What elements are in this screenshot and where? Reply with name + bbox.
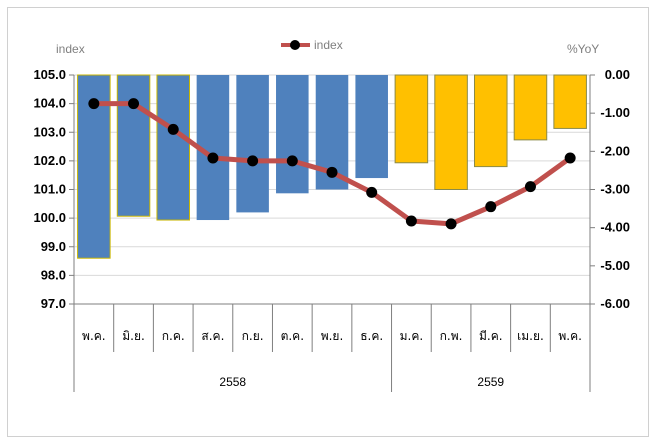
category-label: พ.ย. bbox=[321, 329, 344, 343]
category-label: มี.ค. bbox=[479, 329, 503, 343]
index-line bbox=[88, 98, 576, 230]
right-axis-label: %YoY bbox=[567, 42, 599, 56]
yoy-bar bbox=[276, 75, 309, 194]
legend-label: index bbox=[314, 38, 343, 52]
index-point bbox=[524, 181, 536, 193]
legend-marker-swatch bbox=[290, 40, 300, 50]
category-label: ส.ค. bbox=[201, 329, 224, 343]
right-tick-label: 0.00 bbox=[605, 67, 630, 82]
index-point bbox=[247, 155, 259, 167]
yoy-bar bbox=[434, 74, 468, 190]
right-axis-ticks: 0.00 -1.00 -2.00 -3.00 -4.00 -5.00 -6.00 bbox=[590, 67, 630, 311]
index-point bbox=[564, 152, 576, 164]
left-tick-label: 102.0 bbox=[33, 153, 66, 168]
left-tick-label: 104.0 bbox=[33, 96, 66, 111]
yoy-bar bbox=[156, 74, 191, 221]
index-point bbox=[366, 186, 378, 198]
index-point bbox=[88, 98, 100, 110]
left-tick-label: 98.0 bbox=[41, 267, 66, 282]
right-tick-label: -5.00 bbox=[600, 258, 630, 273]
yoy-bar bbox=[116, 74, 151, 217]
left-tick-label: 97.0 bbox=[41, 296, 66, 311]
yoy-bar bbox=[553, 74, 587, 129]
category-label: ต.ค. bbox=[281, 329, 304, 343]
right-tick-label: -1.00 bbox=[600, 105, 630, 120]
left-tick-label: 105.0 bbox=[33, 67, 66, 82]
index-point bbox=[128, 98, 140, 110]
year-label: 2558 bbox=[219, 375, 246, 389]
left-axis-label: index bbox=[56, 42, 85, 56]
left-tick-label: 100.0 bbox=[33, 210, 66, 225]
left-axis-ticks: 105.0 104.0 103.0 102.0 101.0 100.0 99.0 98.0 97… bbox=[33, 67, 74, 311]
index-point bbox=[445, 218, 457, 230]
right-tick-label: -2.00 bbox=[600, 143, 630, 158]
left-tick-label: 101.0 bbox=[33, 182, 66, 197]
index-point bbox=[286, 155, 298, 167]
category-label: ก.ย. bbox=[242, 329, 264, 343]
year-label: 2559 bbox=[477, 375, 504, 389]
right-tick-label: -3.00 bbox=[600, 182, 630, 197]
category-label: มิ.ย. bbox=[122, 329, 145, 343]
index-point bbox=[485, 201, 497, 213]
category-label: พ.ค. bbox=[82, 329, 106, 343]
category-label: ก.ค. bbox=[162, 329, 185, 343]
yoy-bar bbox=[236, 75, 269, 213]
category-label: พ.ค. bbox=[558, 329, 582, 343]
category-label: เม.ย. bbox=[517, 329, 544, 343]
right-tick-label: -6.00 bbox=[600, 296, 630, 311]
category-label: ก.พ. bbox=[440, 329, 463, 343]
index-point bbox=[405, 215, 417, 227]
category-label: ม.ค. bbox=[400, 329, 424, 343]
left-tick-label: 103.0 bbox=[33, 124, 66, 139]
legend: index bbox=[281, 38, 343, 52]
yoy-bar bbox=[513, 74, 548, 141]
index-point bbox=[207, 152, 219, 164]
yoy-bar bbox=[355, 75, 388, 179]
category-labels: พ.ค. มิ.ย. ก.ค. ส.ค. ก.ย. ต.ค. พ.ย. ธ.ค. ม.ค. ก.พ… bbox=[73, 304, 591, 352]
right-tick-label: -4.00 bbox=[600, 220, 630, 235]
yoy-bar bbox=[473, 74, 508, 168]
yoy-bars bbox=[77, 74, 587, 259]
yoy-bar bbox=[394, 74, 429, 164]
category-label: ธ.ค. bbox=[360, 329, 383, 343]
left-tick-label: 99.0 bbox=[41, 239, 66, 254]
index-point bbox=[326, 166, 338, 178]
year-labels: 2558 2559 bbox=[73, 352, 591, 392]
index-point bbox=[167, 123, 179, 135]
